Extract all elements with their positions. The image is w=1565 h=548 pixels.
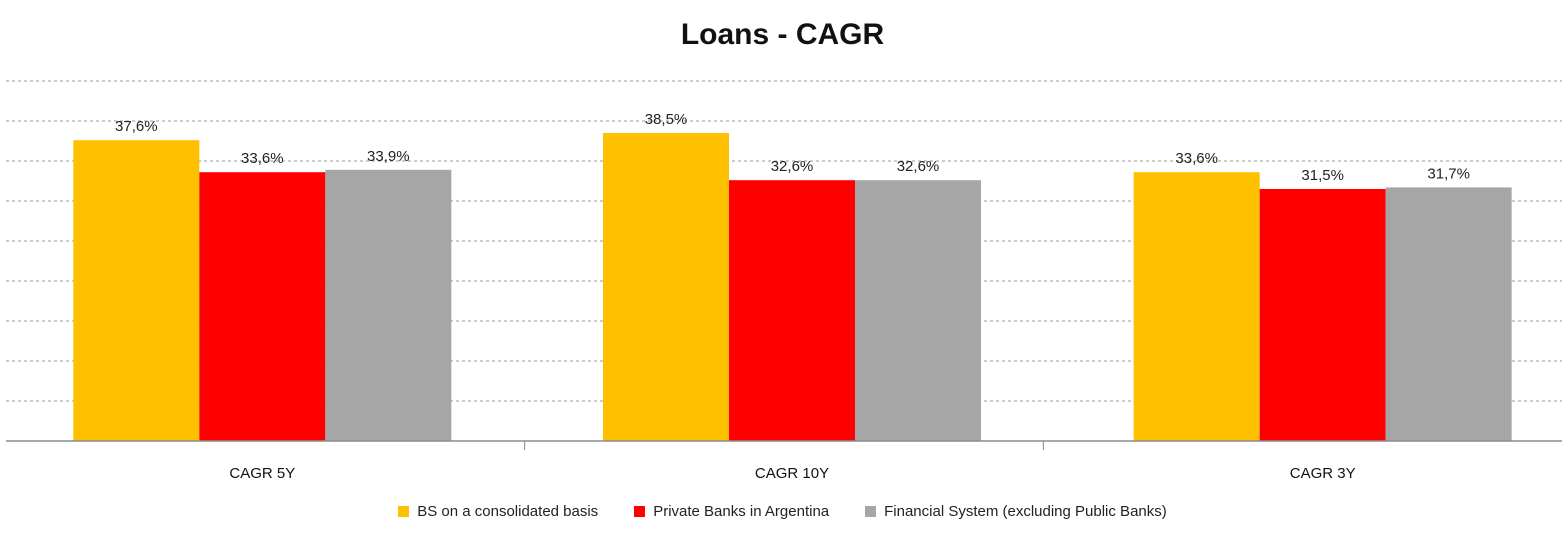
data-label: 32,6%	[897, 158, 940, 175]
data-labels: 37,6% 33,6% 33,9% 38,5% 32,6% 32,6% 33,6% 31,5%…	[115, 111, 1470, 184]
bar	[603, 133, 729, 441]
data-label: 33,6%	[1175, 150, 1218, 167]
x-tick-label: CAGR 3Y	[1290, 465, 1356, 482]
legend-label: Private Banks in Argentina	[653, 503, 830, 520]
legend-label: BS on a consolidated basis	[417, 503, 599, 520]
bar	[325, 169, 452, 442]
bar	[199, 172, 326, 441]
data-label: 33,9%	[367, 148, 410, 165]
x-tick-label: CAGR 10Y	[755, 465, 829, 482]
chart-title: Loans - CAGR	[680, 18, 885, 51]
x-tick-label: CAGR 5Y	[229, 465, 295, 482]
data-label: 37,6%	[115, 118, 158, 135]
bar	[1259, 189, 1386, 441]
legend: BS on a consolidated basis Private Banks …	[0, 503, 1565, 520]
legend-item: BS on a consolidated basis	[398, 503, 598, 520]
legend-label: Financial System (excluding Public Banks…	[884, 503, 1167, 520]
data-label: 38,5%	[645, 111, 688, 128]
bar	[855, 180, 981, 441]
legend-swatch	[634, 506, 646, 517]
chart-plot: CAGR 5Y CAGR 10Y CAGR 3Y 37,6% 33,6% 33,9% 38…	[6, 80, 1562, 482]
bar	[729, 180, 855, 441]
data-label: 31,5%	[1301, 167, 1344, 184]
bar	[1385, 187, 1512, 441]
bars	[73, 133, 1512, 442]
legend-item: Financial System (excluding Public Banks…	[865, 503, 1167, 520]
legend-item: Private Banks in Argentina	[634, 503, 829, 520]
data-label: 32,6%	[771, 158, 814, 175]
legend-swatch	[398, 506, 410, 517]
bar	[1133, 172, 1260, 441]
legend-swatch	[865, 506, 877, 517]
data-label: 31,7%	[1427, 165, 1470, 182]
bar	[73, 140, 200, 441]
data-label: 33,6%	[241, 150, 284, 167]
x-axis: CAGR 5Y CAGR 10Y CAGR 3Y	[6, 440, 1562, 482]
